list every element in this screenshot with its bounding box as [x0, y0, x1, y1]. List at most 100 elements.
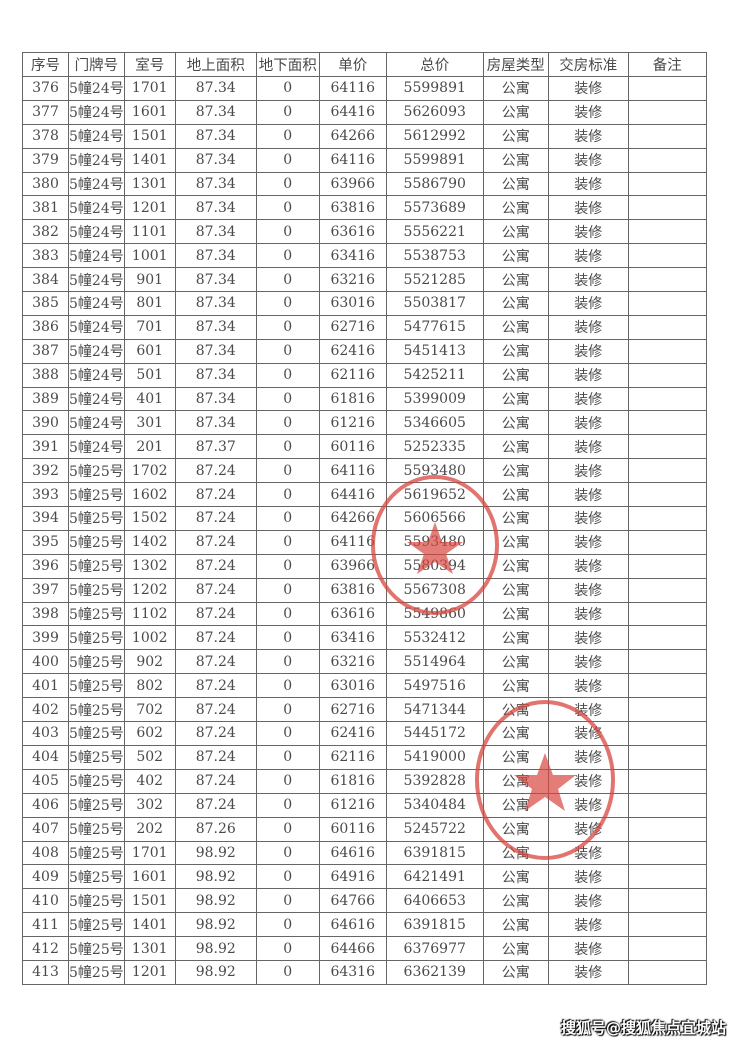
column-header: 序号 [22, 52, 69, 77]
table-cell: 87.34 [174, 338, 257, 364]
table-cell: 装修 [547, 362, 629, 388]
watermark: 搜狐号@搜狐焦点宜城站 [560, 1019, 726, 1037]
table-cell: 5幢25号 [68, 840, 125, 866]
table-cell: 装修 [547, 792, 629, 818]
table-cell: 装修 [547, 267, 629, 293]
table-cell: 5幢25号 [68, 768, 125, 794]
table-cell: 411 [22, 912, 69, 938]
table-cell: 1102 [123, 601, 176, 627]
table-cell: 公寓 [482, 386, 549, 412]
table-cell: 公寓 [482, 434, 549, 460]
table-cell [627, 434, 707, 460]
table-cell: 397 [22, 577, 69, 603]
table-cell: 5幢25号 [68, 482, 125, 508]
table-cell: 5399009 [385, 386, 484, 412]
table-cell: 装修 [547, 76, 629, 101]
table-cell: 62716 [318, 314, 387, 340]
table-row: 379 5幢24号 1401 87.34 0 64116 5599891 公寓 装修 [22, 147, 707, 173]
table-cell: 87.24 [174, 458, 257, 484]
table-cell: 87.34 [174, 243, 257, 269]
table-cell: 5593480 [385, 529, 484, 555]
table-row: 383 5幢24号 1001 87.34 0 63416 5538753 公寓 装修 [22, 243, 707, 269]
table-cell: 87.24 [174, 506, 257, 531]
table-cell [627, 888, 707, 914]
table-cell: 64466 [318, 936, 387, 961]
table-cell: 402 [123, 768, 176, 794]
table-cell: 1301 [123, 171, 176, 197]
table-cell: 87.34 [174, 314, 257, 340]
table-cell: 装修 [547, 291, 629, 316]
table-cell: 602 [123, 721, 176, 746]
table-cell: 1201 [123, 195, 176, 221]
table-cell: 0 [255, 147, 320, 173]
table-cell: 406 [22, 792, 69, 818]
table-cell: 装修 [547, 936, 629, 961]
table-cell: 0 [255, 912, 320, 938]
table-cell: 5586790 [385, 171, 484, 197]
table-cell: 64916 [318, 864, 387, 890]
table-cell: 公寓 [482, 458, 549, 484]
table-cell: 379 [22, 147, 69, 173]
table-row: 406 5幢25号 302 87.24 0 61216 5340484 公寓 装修 [22, 792, 707, 818]
table-cell: 1301 [123, 936, 176, 961]
table-cell: 装修 [547, 959, 629, 985]
column-header: 房屋类型 [482, 52, 549, 77]
table-cell: 383 [22, 243, 69, 269]
table-cell: 装修 [547, 649, 629, 675]
table-cell: 60116 [318, 816, 387, 842]
table-cell: 装修 [547, 386, 629, 412]
table-row: 397 5幢25号 1202 87.24 0 63816 5567308 公寓 装修 [22, 577, 707, 603]
table-cell: 装修 [547, 553, 629, 579]
table-cell: 87.34 [174, 147, 257, 173]
table-cell: 装修 [547, 625, 629, 651]
table-cell: 公寓 [482, 243, 549, 269]
table-cell: 62416 [318, 721, 387, 746]
table-cell [627, 792, 707, 818]
table-cell: 装修 [547, 243, 629, 269]
table-cell: 0 [255, 291, 320, 316]
table-cell: 407 [22, 816, 69, 842]
table-cell: 装修 [547, 506, 629, 531]
table-cell: 公寓 [482, 410, 549, 436]
table-cell: 412 [22, 936, 69, 961]
table-cell: 393 [22, 482, 69, 508]
table-cell: 公寓 [482, 697, 549, 723]
table-cell: 381 [22, 195, 69, 221]
table-cell: 5451413 [385, 338, 484, 364]
table-cell: 61216 [318, 410, 387, 436]
table-cell: 98.92 [174, 959, 257, 985]
table-cell: 396 [22, 553, 69, 579]
table-cell: 5346605 [385, 410, 484, 436]
table-cell: 5幢24号 [68, 386, 125, 412]
table-cell: 1602 [123, 482, 176, 508]
table-row: 399 5幢25号 1002 87.24 0 63416 5532412 公寓 装修 [22, 625, 707, 651]
table-cell: 5幢24号 [68, 76, 125, 101]
table-cell: 1701 [123, 76, 176, 101]
price-table: 序号 门牌号 室号 地上面积 地下面积 单价 总价 房屋类型 交房标准 备注 376 5幢24号 17… [22, 52, 707, 985]
table-cell: 公寓 [482, 792, 549, 818]
column-header: 地上面积 [174, 52, 257, 77]
table-cell: 6406653 [385, 888, 484, 914]
table-cell: 98.92 [174, 912, 257, 938]
table-cell: 5477615 [385, 314, 484, 340]
table-row: 396 5幢25号 1302 87.24 0 63966 5580394 公寓 装修 [22, 553, 707, 579]
table-cell: 64266 [318, 123, 387, 149]
table-cell: 装修 [547, 577, 629, 603]
table-cell: 98.92 [174, 936, 257, 961]
table-cell [627, 243, 707, 269]
table-cell: 702 [123, 697, 176, 723]
table-cell: 6391815 [385, 840, 484, 866]
table-cell: 389 [22, 386, 69, 412]
table-cell: 公寓 [482, 649, 549, 675]
table-cell: 0 [255, 171, 320, 197]
table-cell: 87.24 [174, 721, 257, 746]
table-cell: 87.34 [174, 410, 257, 436]
table-cell: 5521285 [385, 267, 484, 293]
table-cell: 5幢25号 [68, 673, 125, 699]
table-cell: 公寓 [482, 267, 549, 293]
table-cell: 413 [22, 959, 69, 985]
table-cell: 1501 [123, 888, 176, 914]
table-cell [627, 147, 707, 173]
table-cell: 装修 [547, 99, 629, 125]
table-cell: 98.92 [174, 840, 257, 866]
